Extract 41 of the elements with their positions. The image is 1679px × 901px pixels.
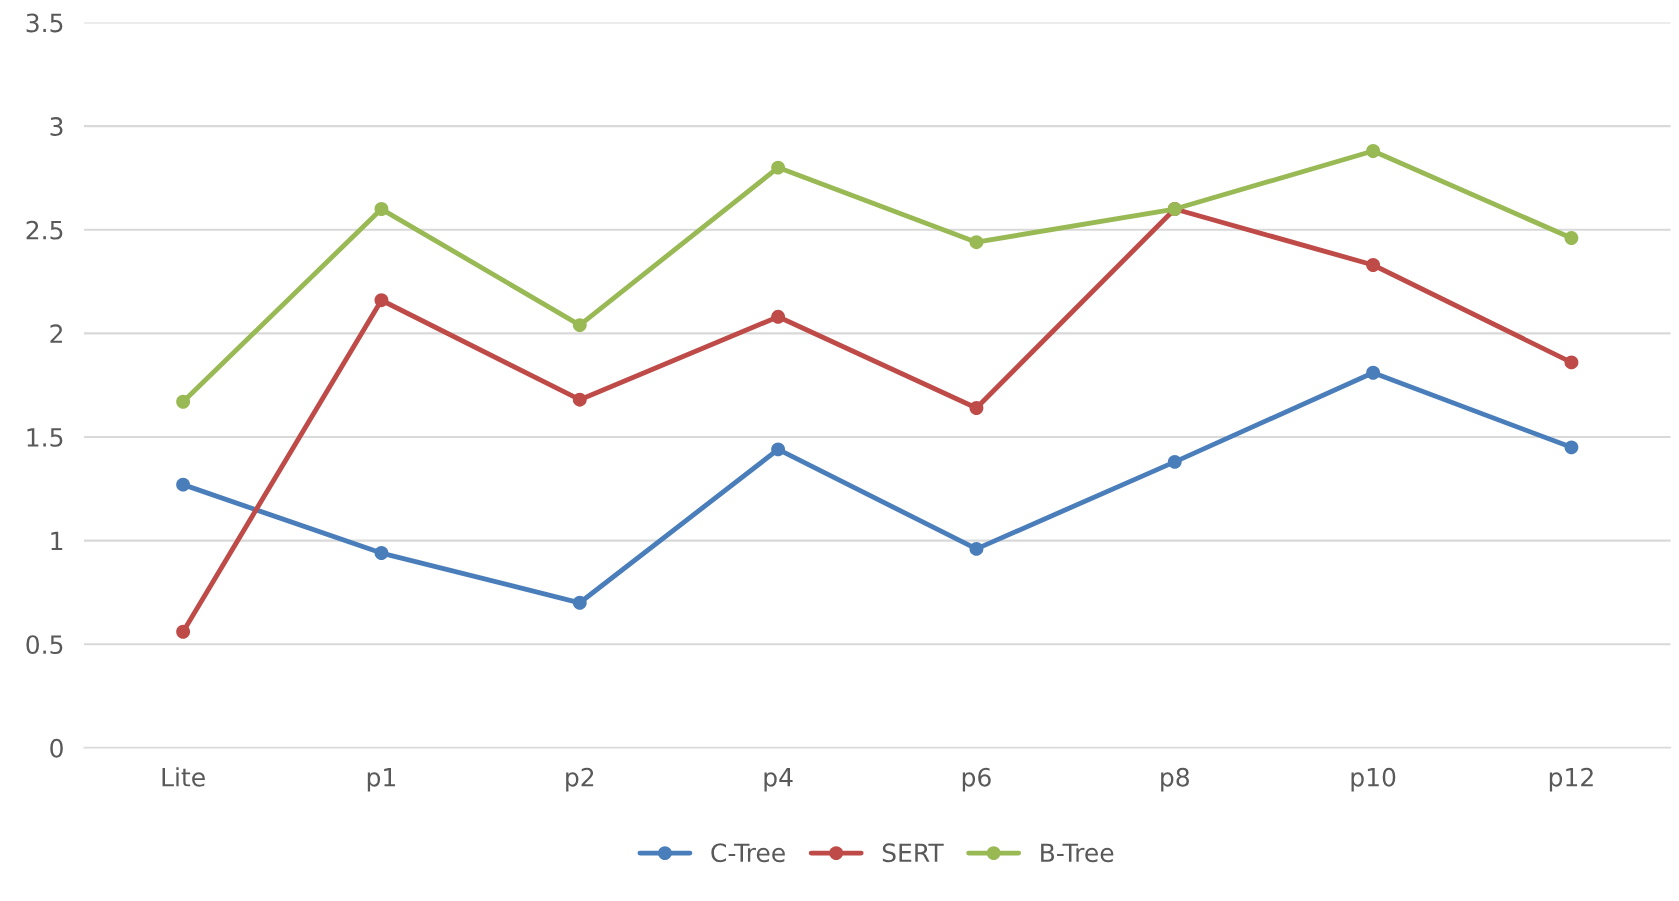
point: [1366, 258, 1381, 272]
legend-label: C-Tree: [711, 843, 785, 863]
point: [374, 202, 389, 216]
legend-label: B-Tree: [1041, 843, 1114, 863]
point: [1564, 440, 1579, 455]
point: [572, 318, 587, 333]
point: [374, 293, 389, 308]
point: [969, 541, 984, 556]
point: [969, 401, 984, 415]
y-tick-label: 3: [50, 117, 63, 136]
x-tick-label: p10: [1351, 767, 1396, 792]
x-tick-label: p1: [367, 768, 396, 792]
y-tick-label: 2.5: [26, 220, 63, 240]
point: [572, 595, 587, 610]
x-tick-label: p8: [1161, 767, 1189, 792]
point: [969, 235, 984, 250]
point: [1167, 454, 1182, 469]
point: [771, 160, 786, 175]
y-tick-label: 0: [50, 738, 63, 758]
point: [1366, 365, 1381, 380]
x-tick-label: p6: [962, 767, 991, 792]
x-tick-label: p2: [566, 767, 594, 792]
point: [374, 546, 389, 560]
point: [176, 624, 191, 639]
point: [1564, 231, 1579, 245]
legend-label: SERT: [882, 843, 944, 863]
y-tick-label: 1: [51, 531, 63, 551]
point: [572, 392, 587, 407]
point: [176, 477, 191, 492]
point: [1366, 144, 1381, 158]
y-tick-label: 0.5: [26, 635, 63, 655]
y-tick-label: 1.5: [27, 428, 63, 447]
y-tick-label: 2: [50, 324, 62, 343]
point: [771, 442, 786, 457]
y-tick-label: 3.5: [26, 13, 63, 33]
point: [1564, 355, 1579, 370]
x-tick-label: p4: [764, 768, 793, 792]
x-tick-label: Lite: [162, 767, 205, 787]
point: [771, 309, 786, 324]
x-tick-label: p12: [1549, 767, 1593, 792]
point: [176, 394, 191, 409]
